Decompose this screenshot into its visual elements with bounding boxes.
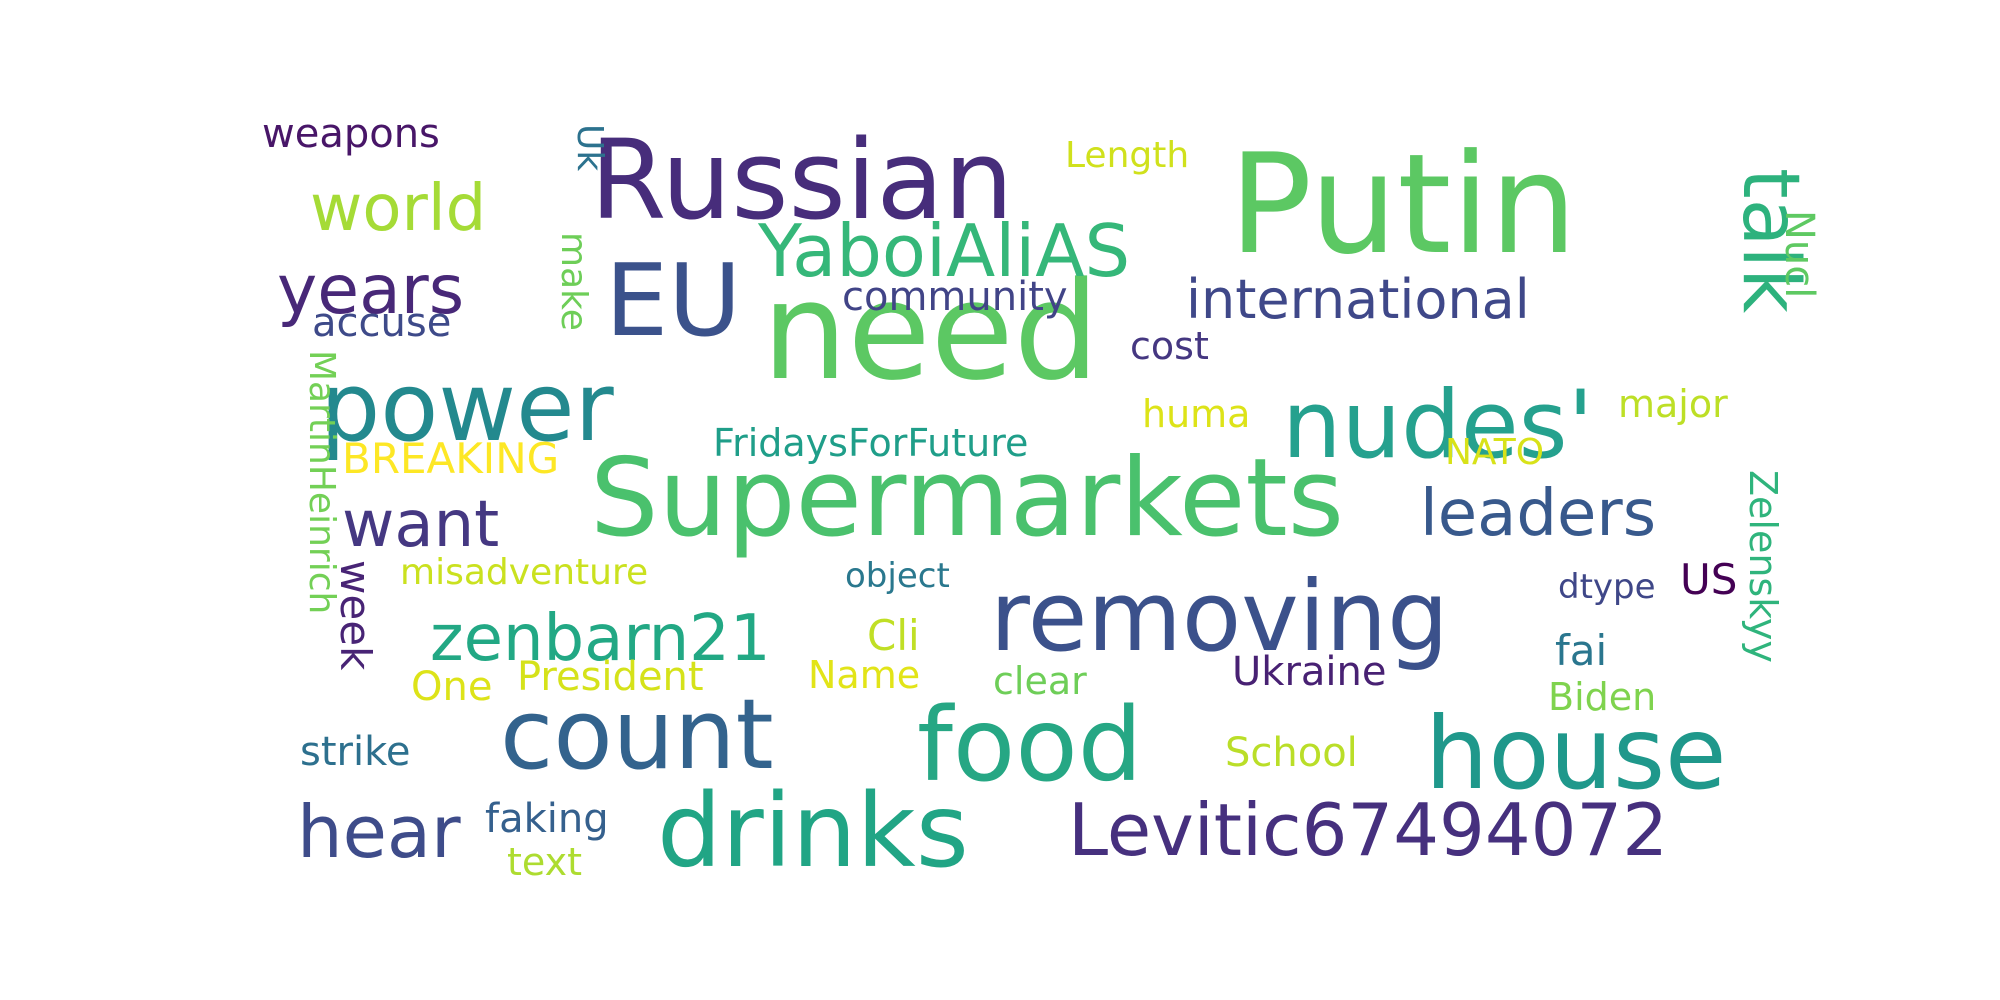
word-cost: cost <box>1130 324 1209 368</box>
word-leaders: leaders <box>1420 477 1656 551</box>
word-years: years <box>277 251 464 330</box>
word-eu: EU <box>605 242 741 359</box>
word-international: international <box>1186 268 1530 331</box>
word-weapons: weapons <box>262 111 440 157</box>
word-ukraine: Ukraine <box>1232 649 1386 695</box>
word-major: major <box>1618 382 1728 426</box>
word-length: Length <box>1065 135 1189 176</box>
word-community: community <box>842 274 1068 320</box>
word-removing: removing <box>990 560 1449 673</box>
word-drinks: drinks <box>657 772 969 891</box>
word-fridaysforfuture: FridaysForFuture <box>713 421 1028 465</box>
word-count: count <box>500 678 774 791</box>
word-strike: strike <box>300 729 410 775</box>
word-week: week <box>331 560 380 671</box>
word-house: house <box>1425 695 1727 812</box>
word-zelenskyy: Zelenskyy <box>1741 470 1785 663</box>
word-martinheinrich: MartinHeinrich <box>301 350 342 614</box>
word-school: School <box>1225 730 1358 776</box>
word-food: food <box>917 686 1142 805</box>
word-want: want <box>342 488 499 562</box>
word-breaking: BREAKING <box>342 434 559 483</box>
word-world: world <box>310 172 486 246</box>
word-text: text <box>507 840 582 884</box>
word-name: Name <box>808 653 920 697</box>
word-levitic67494072: Levitic67494072 <box>1068 788 1668 872</box>
word-zenbarn21: zenbarn21 <box>430 602 771 676</box>
word-talk: talk <box>1725 168 1815 313</box>
word-power: power <box>320 353 615 463</box>
word-biden: Biden <box>1548 675 1656 719</box>
word-faking: faking <box>485 796 609 842</box>
word-object: object <box>845 556 950 596</box>
word-nudes: nudes' <box>1282 371 1593 480</box>
word-president: President <box>517 654 704 700</box>
word-need: need <box>762 253 1099 410</box>
word-cli: Cli <box>867 611 920 660</box>
word-clear: clear <box>993 659 1087 703</box>
word-accuse: accuse <box>312 300 451 346</box>
word-misadventure: misadventure <box>400 552 648 593</box>
word-yaboialias: YaboiAliAS <box>757 209 1130 293</box>
word-supermarkets: Supermarkets <box>590 436 1344 561</box>
word-nucl: Nucl <box>1776 210 1822 298</box>
word-uk: Uk <box>569 124 610 171</box>
word-nato: NATO <box>1445 432 1544 473</box>
word-huma: huma <box>1142 392 1250 436</box>
word-russian: Russian <box>590 116 1014 244</box>
word-fai: fai <box>1555 626 1607 675</box>
word-us: US <box>1680 555 1737 604</box>
word-hear: hear <box>297 790 461 874</box>
word-putin: Putin <box>1229 124 1577 285</box>
word-one: One <box>411 664 492 710</box>
word-dtype: dtype <box>1558 567 1656 607</box>
word-make: make <box>553 232 594 331</box>
